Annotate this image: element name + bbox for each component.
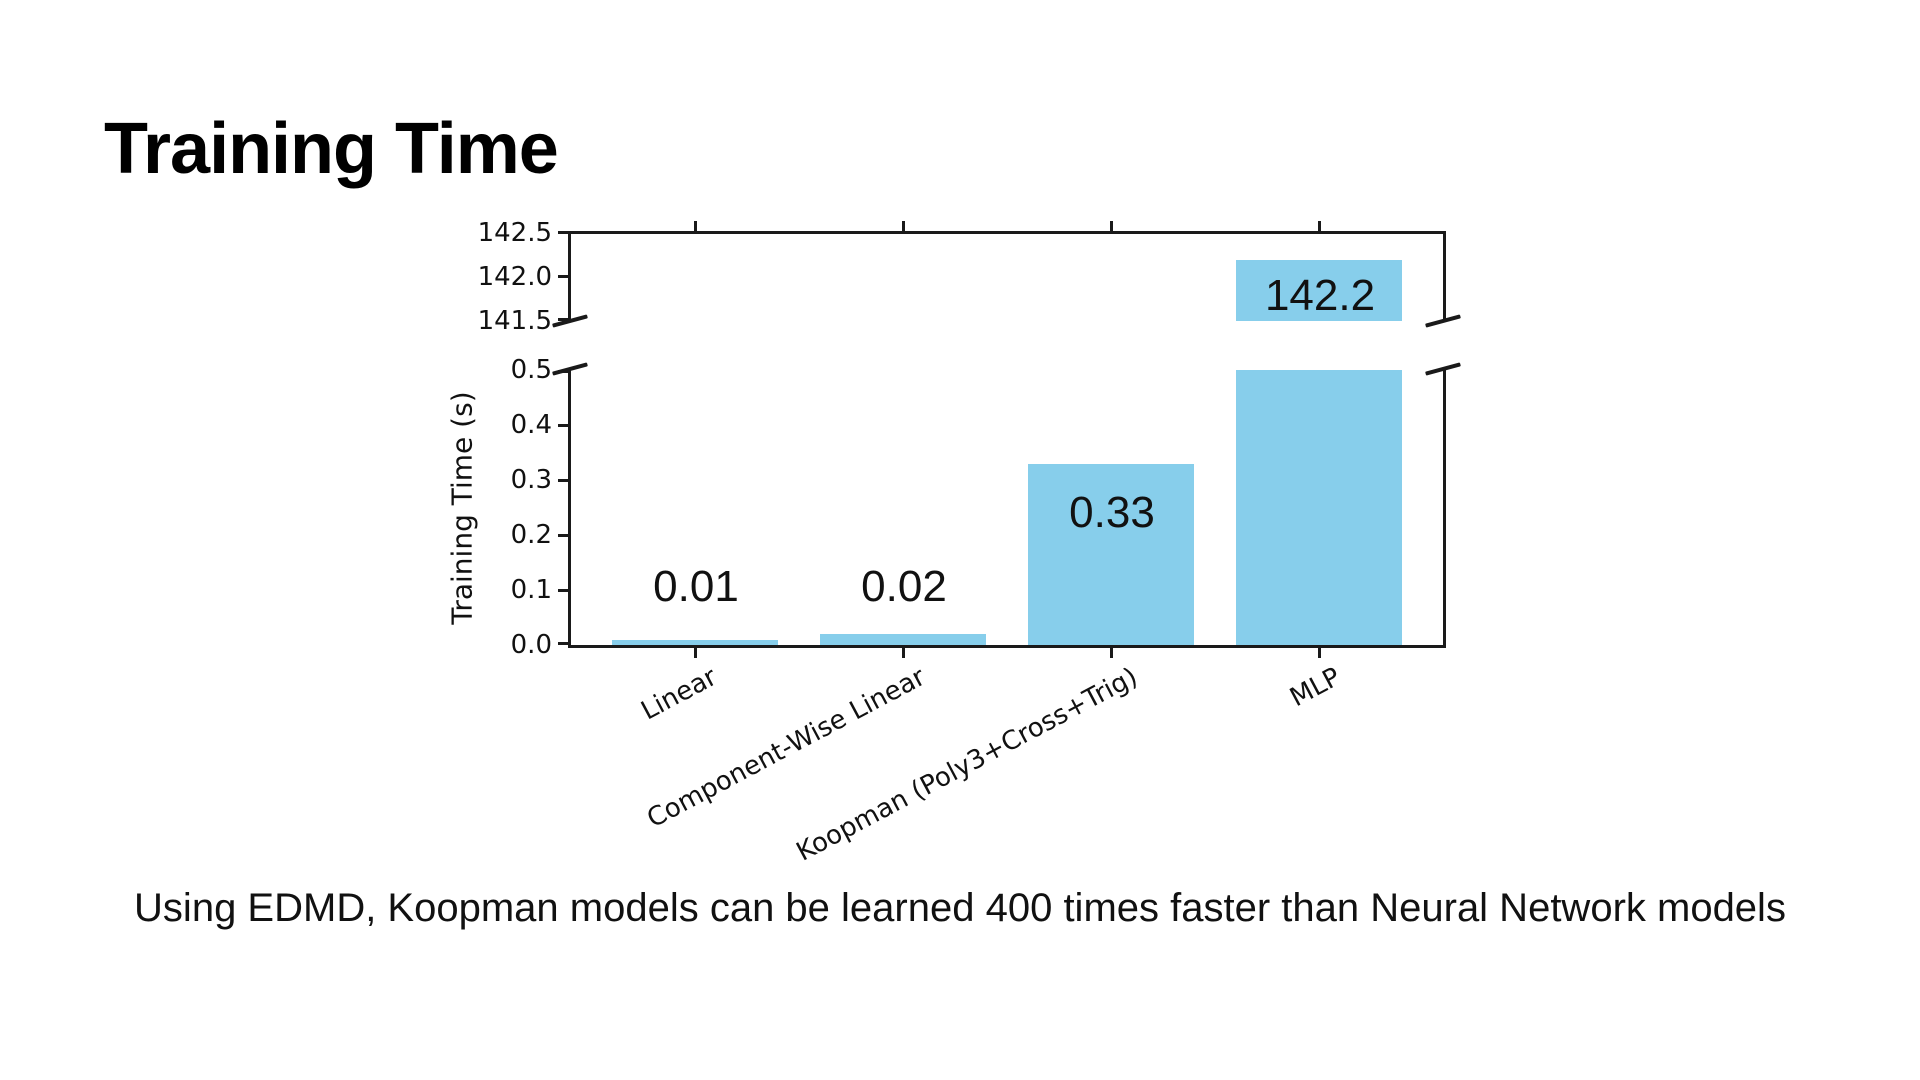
x-tick-top-component-wise: [902, 221, 905, 231]
y-tick-label: 142.5: [477, 218, 552, 248]
y-tick-142-5: [558, 231, 568, 234]
y-tick-label: 0.2: [510, 520, 552, 550]
x-tick-bottom-mlp: [1318, 648, 1321, 658]
bar-mlp-upper-segment: [1236, 260, 1402, 321]
bar-linear: [612, 639, 778, 645]
bar-koopman: [1028, 463, 1194, 645]
page-title: Training Time: [104, 109, 559, 189]
y-tick-0-1: [558, 589, 568, 592]
bar-mlp-lower-segment: [1236, 370, 1402, 645]
x-tick-bottom-linear: [694, 648, 697, 658]
bar-value-label-linear: 0.01: [653, 562, 739, 611]
y-tick-label: 142.0: [477, 262, 552, 292]
bar-component-wise-linear: [820, 634, 986, 645]
y-tick-0-3: [558, 479, 568, 482]
y-tick-label: 0.0: [510, 630, 552, 660]
y-tick-0-4: [558, 424, 568, 427]
y-tick-label: 0.4: [510, 410, 552, 440]
x-category-label-mlp: MLP: [1285, 662, 1347, 714]
y-tick-label: 0.5: [510, 355, 552, 385]
x-tick-top-mlp: [1318, 221, 1321, 231]
lower-axes: [558, 370, 1446, 658]
x-tick-top-linear: [694, 221, 697, 231]
y-tick-142-0: [558, 275, 568, 278]
x-tick-top-koopman: [1110, 221, 1113, 231]
y-tick-0-0: [558, 642, 568, 645]
x-tick-bottom-component-wise: [902, 648, 905, 658]
bar-value-label-koopman: 0.33: [1069, 488, 1155, 537]
y-tick-141-5: [558, 318, 568, 321]
bar-value-label-component-wise: 0.02: [861, 562, 947, 611]
x-category-label-linear: Linear: [636, 662, 723, 727]
x-tick-bottom-koopman: [1110, 648, 1113, 658]
slide-caption: Using EDMD, Koopman models can be learne…: [134, 886, 1786, 930]
upper-axes: [558, 221, 1446, 321]
y-tick-0-2: [558, 534, 568, 537]
x-category-label-koopman: Koopman (Poly3+Cross+Trig): [791, 662, 1143, 868]
y-tick-label: 0.1: [510, 575, 552, 605]
y-axis-label: Training Time (s): [445, 391, 479, 625]
y-tick-label: 141.5: [477, 306, 552, 336]
bar-value-label-mlp: 142.2: [1264, 271, 1376, 320]
y-tick-label: 0.3: [510, 465, 552, 495]
